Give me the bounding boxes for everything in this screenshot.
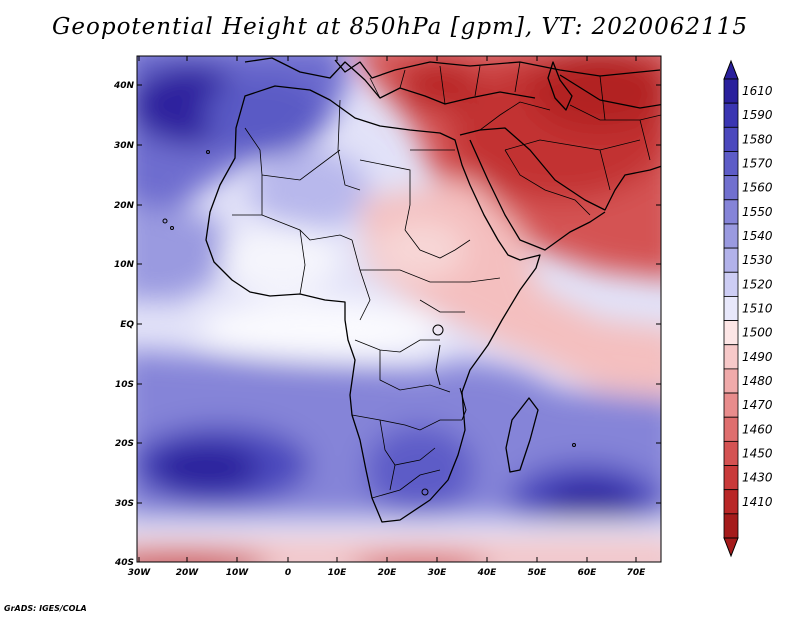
lon-tick-label: 10E xyxy=(328,568,348,578)
lon-tick-label: 40E xyxy=(477,568,498,578)
colorbar-segment xyxy=(723,223,739,249)
colorbar-label: 1500 xyxy=(742,326,773,340)
lon-tick-label: 10W xyxy=(226,568,250,578)
colorbar-label: 1560 xyxy=(742,181,773,195)
colorbar-label: 1470 xyxy=(742,398,773,412)
colorbar-segment xyxy=(723,416,739,442)
colorbar-label: 1520 xyxy=(742,277,773,291)
lon-tick-label: 50E xyxy=(528,568,548,578)
colorbar: 1610 1590 1580 1570 1560 1550 1540 1530 1520 1510… xyxy=(723,59,773,558)
lat-tick-label: 20S xyxy=(115,439,134,449)
country-borders xyxy=(232,61,661,499)
colorbar-segment xyxy=(723,440,739,466)
colorbar-top-arrow xyxy=(723,59,739,80)
lon-tick-label: 70E xyxy=(627,568,647,578)
lon-tick-label: 60E xyxy=(578,568,598,578)
colorbar-segment xyxy=(723,126,739,152)
lat-tick-label: 20N xyxy=(114,201,135,211)
colorbar-label: 1450 xyxy=(742,446,773,460)
colorbar-label: 1580 xyxy=(742,132,773,146)
lat-tick-label: EQ xyxy=(120,320,134,330)
lat-tick-label: 40N xyxy=(113,81,135,91)
colorbar-segment xyxy=(723,465,739,491)
lon-tick-label: 30W xyxy=(128,568,152,578)
colorbar-segment xyxy=(723,199,739,225)
colorbar-label: 1570 xyxy=(742,157,773,171)
colorbar-label: 1610 xyxy=(742,84,773,98)
lon-tick-label: 20E xyxy=(378,568,398,578)
colorbar-segment xyxy=(723,489,739,515)
colorbar-label: 1550 xyxy=(742,205,773,219)
colorbar-segment xyxy=(723,368,739,394)
lat-tick-label: 30S xyxy=(115,499,134,509)
colorbar-segment xyxy=(723,271,739,297)
colorbar-segment xyxy=(723,392,739,418)
colorbar-segment xyxy=(723,344,739,370)
coastline xyxy=(205,57,661,523)
lon-tick-label: 0 xyxy=(285,568,291,578)
colorbar-segment xyxy=(723,513,739,539)
colorbar-segment xyxy=(723,175,739,201)
lat-tick-label: 10N xyxy=(114,260,135,270)
lon-tick-label: 30E xyxy=(428,568,448,578)
lat-tick-label: 10S xyxy=(115,380,134,390)
colorbar-segment xyxy=(723,102,739,128)
grads-credit: GrADS: IGES/COLA xyxy=(4,604,87,613)
plot-frame xyxy=(136,55,662,563)
colorbar-label: 1410 xyxy=(742,495,773,509)
colorbar-segment xyxy=(723,78,739,104)
colorbar-bottom-arrow xyxy=(723,537,739,558)
lat-tick-label: 30N xyxy=(114,141,135,151)
height-field xyxy=(137,56,661,562)
lat-tick-label: 40S xyxy=(114,558,134,568)
colorbar-label: 1480 xyxy=(742,374,773,388)
colorbar-label: 1460 xyxy=(742,422,773,436)
colorbar-segment xyxy=(723,296,739,321)
chart-title: Geopotential Height at 850hPa [gpm], VT:… xyxy=(52,14,748,40)
islands xyxy=(162,150,576,496)
colorbar-segment xyxy=(723,320,739,346)
colorbar-label: 1590 xyxy=(742,108,773,122)
colorbar-label: 1430 xyxy=(742,471,773,485)
colorbar-label: 1510 xyxy=(742,302,773,316)
colorbar-label: 1530 xyxy=(742,253,773,267)
colorbar-label: 1540 xyxy=(742,229,773,243)
colorbar-label: 1490 xyxy=(742,350,773,364)
colorbar-segment xyxy=(723,247,739,273)
colorbar-segment xyxy=(723,151,739,177)
lon-tick-label: 20W xyxy=(176,568,200,578)
